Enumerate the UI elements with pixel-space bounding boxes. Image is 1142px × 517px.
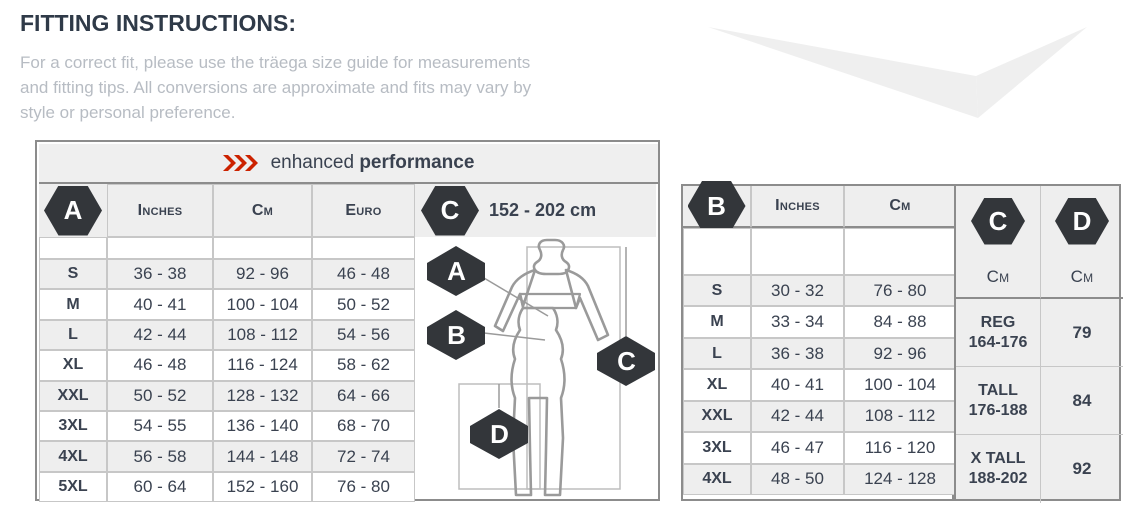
svg-text:D: D [490,419,509,449]
svg-text:C: C [617,346,636,376]
svg-text:B: B [447,320,466,350]
svg-text:A: A [447,256,466,286]
